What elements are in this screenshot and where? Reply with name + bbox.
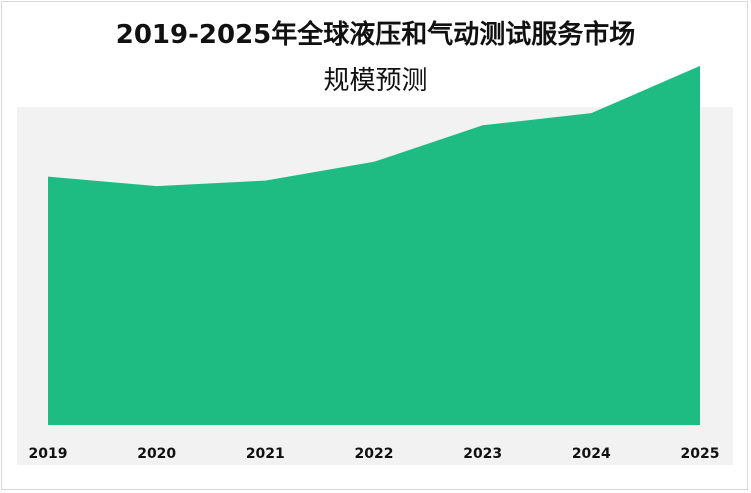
chart-title-line-2: 规模预测 [323,66,428,96]
x-tick-label-2023: 2023 [463,446,502,462]
x-tick-label-2022: 2022 [355,446,394,462]
chart-title-line-1: 2019-2025年全球液压和气动测试服务市场 [115,20,636,50]
x-tick-label-2025: 2025 [681,446,720,462]
x-tick-label-2019: 2019 [29,446,68,462]
chart-title: 2019-2025年全球液压和气动测试服务市场 规模预测 [0,12,751,104]
x-axis-tick-labels: 2019 2020 2021 2022 2023 2024 2025 [29,446,720,462]
x-tick-label-2021: 2021 [246,446,285,462]
area-series [48,65,700,426]
chart-marks [48,65,700,426]
x-tick-label-2020: 2020 [137,446,176,462]
x-tick-label-2024: 2024 [572,446,611,462]
